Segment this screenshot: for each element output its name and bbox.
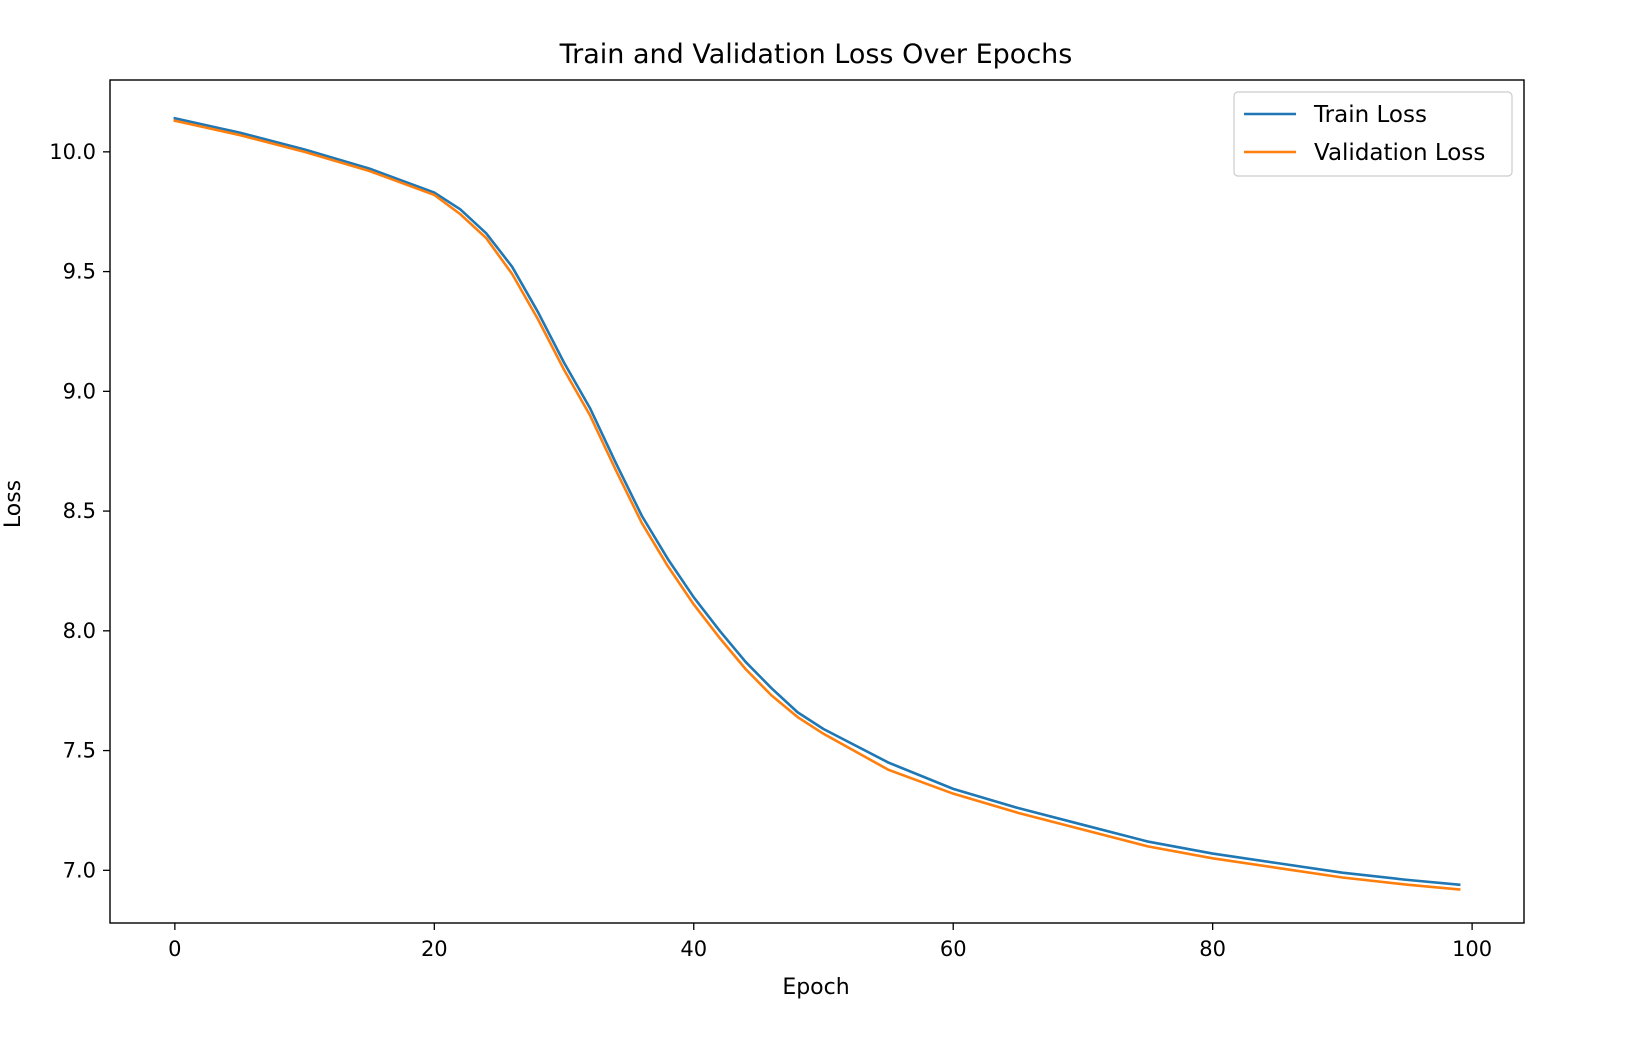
series-line-validation-loss [173,119,1461,891]
y-tick-label: 8.0 [63,619,96,643]
legend-label: Validation Loss [1314,140,1485,166]
x-tick-label: 20 [421,937,448,961]
series-line-train-loss [173,116,1461,887]
y-tick-label: 7.5 [63,739,96,763]
y-tick-label: 9.5 [63,260,96,284]
x-tick-label: 100 [1452,937,1492,961]
x-tick-label: 60 [940,937,967,961]
plot-background [110,80,1524,923]
legend: Train Loss Validation Loss [1233,91,1513,177]
y-tick-label: 10.0 [49,140,96,164]
x-tick-label: 80 [1199,937,1226,961]
chart-title: Train and Validation Loss Over Epochs [559,39,1073,70]
y-tick-label: 8.5 [63,499,96,523]
series-lines [173,116,1461,891]
axes-frame [109,79,1525,924]
plot-area [110,80,1524,923]
x-tick-label: 0 [168,937,181,961]
y-axis-label: Loss [1,480,26,528]
x-axis-label: Epoch [782,975,849,1000]
axes: 0 20 40 60 80 100 7.0 7.5 8.0 8.5 9.0 9.5 10.0 [49,79,1525,961]
legend-box [1233,91,1513,177]
y-tick-label: 9.0 [63,379,96,403]
y-tick-label: 7.0 [63,858,96,882]
legend-label: Train Loss [1313,102,1427,128]
x-tick-label: 40 [680,937,707,961]
